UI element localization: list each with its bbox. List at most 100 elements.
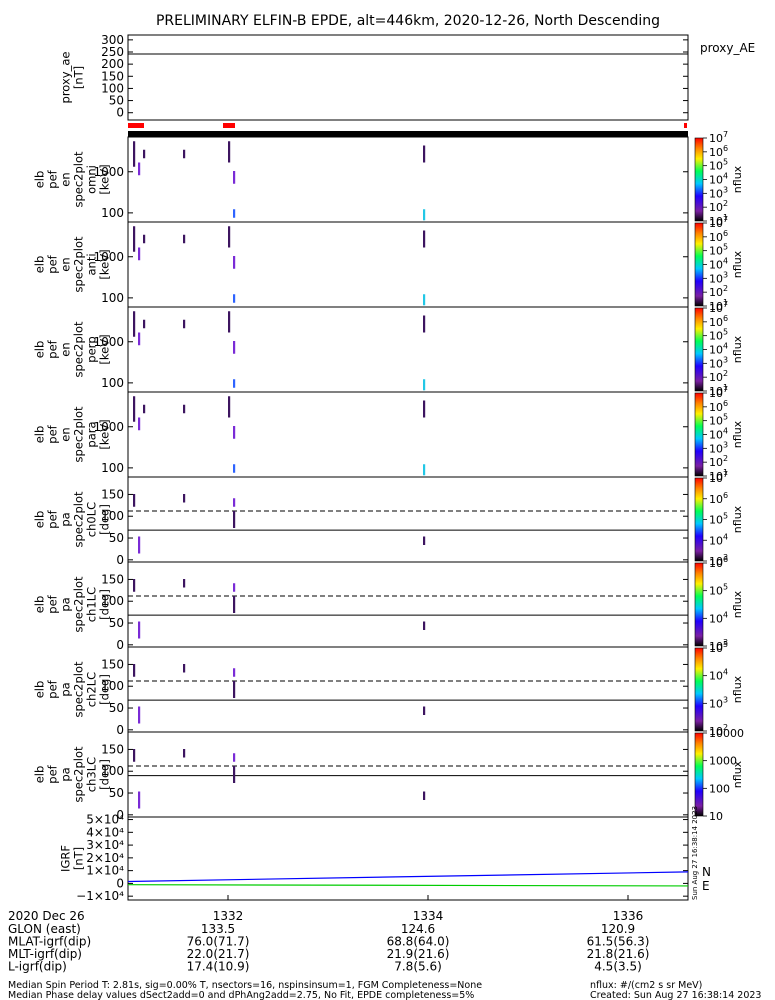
colorbar-label: nflux <box>731 335 744 363</box>
data-pixel <box>423 536 426 545</box>
quality-flag <box>128 123 144 128</box>
data-pixel <box>423 400 426 418</box>
colorbar <box>694 307 704 392</box>
footer-line-2: Median Phase delay values dSect2add=0 an… <box>8 990 474 1000</box>
y-axis-label: ch2LC <box>85 672 99 707</box>
data-quality-flags <box>128 123 688 137</box>
colorbar-tick-label: 106 <box>709 144 728 159</box>
data-pixel <box>183 149 186 159</box>
y-tick-label: −1×10⁴ <box>76 889 124 903</box>
colorbar-tick-exponent: 1 <box>723 213 728 222</box>
igrf-N-line <box>127 871 689 883</box>
data-pixel <box>228 226 231 248</box>
ephemeris-value: 4.5(3.5) <box>594 960 642 974</box>
data-pixel <box>233 256 236 269</box>
quality-flag <box>684 123 687 128</box>
colorbar <box>694 647 704 732</box>
colorbar-tick-exponent: 3 <box>723 553 728 562</box>
data-pixel <box>143 234 146 244</box>
x-tick-label: 1336 <box>613 909 644 923</box>
colorbar-tick-label: 106 <box>709 229 728 244</box>
y-tick-label: 1000 <box>93 250 124 264</box>
y-axis-label: spec2plot <box>72 151 86 208</box>
ephemeris-value: 68.8(64.0) <box>387 935 450 949</box>
x-axis-date: 2020 Dec 26 <box>8 909 85 923</box>
y-axis-label: [keV] <box>98 419 112 449</box>
data-pixel <box>233 341 236 354</box>
data-pixel <box>233 596 236 613</box>
colorbar-tick-exponent: 6 <box>723 229 728 238</box>
y-axis-label: spec2plot <box>72 321 86 378</box>
y-axis-label: elb <box>33 511 47 529</box>
colorbar-tick-label: 103 <box>709 185 728 200</box>
y-tick-label: 0 <box>116 553 124 567</box>
data-pixel <box>228 396 231 418</box>
y-axis-label: spec2plot <box>72 236 86 293</box>
colorbar-tick-label: 105 <box>709 413 728 428</box>
ephemeris-row-label: L-igrf(dip) <box>8 960 67 974</box>
y-tick-label: 150 <box>101 487 124 501</box>
colorbar-tick-label: 105 <box>709 158 728 173</box>
y-axis-label: para <box>85 421 99 447</box>
y-axis-label: pef <box>46 509 60 528</box>
y-tick-label: 4×10⁴ <box>86 825 124 839</box>
y-axis-label: proxy_ae <box>59 52 73 104</box>
colorbar-tick-exponent: 3 <box>723 270 728 279</box>
colorbar-tick-label: 103 <box>709 695 728 710</box>
colorbar-tick-exponent: 7 <box>723 385 728 394</box>
data-pixel <box>138 706 141 724</box>
y-tick-label: 1000 <box>93 335 124 349</box>
data-pixel <box>423 464 426 476</box>
y-axis-label: pef <box>46 764 60 783</box>
y-axis-label: pa <box>59 682 73 696</box>
y-axis-label: pa <box>59 597 73 611</box>
colorbar-tick-exponent: 6 <box>723 144 728 153</box>
colorbar-tick-exponent: 1 <box>723 298 728 307</box>
colorbar-tick-label: 105 <box>709 640 728 655</box>
y-axis-label: elb <box>33 681 47 699</box>
data-pixel <box>138 536 141 554</box>
y-axis-label: elb <box>33 341 47 359</box>
y-tick-label: 150 <box>101 69 124 83</box>
colorbar-tick-exponent: 2 <box>723 284 728 293</box>
colorbar-tick-exponent: 5 <box>723 512 728 521</box>
y-axis-label: spec2plot <box>72 576 86 633</box>
y-tick-label: 5×10⁴ <box>86 813 124 827</box>
ephemeris-value: 22.0(21.7) <box>187 947 250 961</box>
colorbar-tick-label: 106 <box>709 491 728 506</box>
colorbar-tick-label: 104 <box>709 668 728 683</box>
y-tick-label: 150 <box>101 742 124 756</box>
y-axis-label: [keV] <box>98 334 112 364</box>
data-pixel <box>423 621 426 630</box>
y-axis-label: elb <box>33 596 47 614</box>
data-pixel <box>233 766 236 783</box>
colorbar-tick-exponent: 4 <box>723 342 728 351</box>
colorbar-tick-exponent: 3 <box>723 185 728 194</box>
colorbar-tick-exponent: 4 <box>723 610 728 619</box>
ephemeris-value: 76.0(71.7) <box>187 935 250 949</box>
ephemeris-value: 133.5 <box>201 922 235 936</box>
legend-label: E <box>702 879 710 893</box>
legend-label: proxy_AE <box>700 41 755 55</box>
y-axis-label: [keV] <box>98 249 112 279</box>
data-pixel <box>133 749 136 762</box>
colorbar-tick-label: 107 <box>709 130 728 145</box>
y-axis-label: omni <box>85 165 99 194</box>
data-pixel <box>228 311 231 333</box>
colorbar <box>694 562 704 647</box>
panel-frame <box>127 816 689 901</box>
x-tick-label: 1334 <box>413 909 444 923</box>
colorbar-tick-exponent: 4 <box>723 668 728 677</box>
data-pixel <box>183 494 186 503</box>
y-tick-label: 0 <box>116 106 124 120</box>
colorbar-tick-label: 102 <box>709 284 728 299</box>
colorbar-tick-label: 100 <box>709 782 730 795</box>
y-axis-label: pef <box>46 679 60 698</box>
data-pixel <box>423 145 426 163</box>
panel-frame <box>127 561 689 648</box>
colorbar <box>694 222 704 307</box>
